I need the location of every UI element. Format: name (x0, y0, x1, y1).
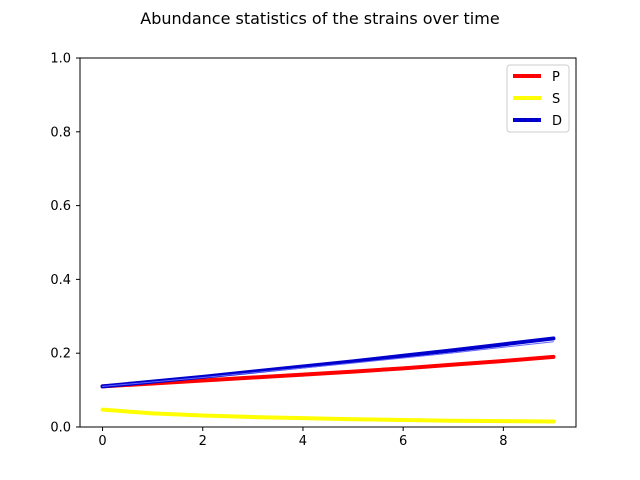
legend-label-p: P (552, 70, 560, 85)
x-tick-label: 0 (98, 434, 106, 449)
y-tick-label: 1.0 (50, 52, 71, 67)
x-tick-label: 4 (299, 434, 307, 449)
y-tick-label: 0.0 (50, 421, 71, 436)
x-tick-label: 6 (399, 434, 407, 449)
legend-label-s: S (552, 92, 560, 107)
x-tick-label: 2 (199, 434, 207, 449)
series-line-d (100, 336, 556, 389)
thin-line-0 (102, 341, 554, 387)
axes-frame (79, 57, 577, 428)
y-tick-label: 0.2 (50, 347, 71, 362)
y-tick-label: 0.6 (50, 199, 71, 214)
legend-label-d: D (552, 114, 562, 129)
series-line-p (100, 354, 556, 389)
series-line-s (100, 407, 556, 424)
y-tick-label: 0.4 (50, 273, 71, 288)
chart-title: Abundance statistics of the strains over… (140, 9, 499, 28)
x-tick-label: 8 (499, 434, 507, 449)
y-tick-label: 0.8 (50, 125, 71, 140)
